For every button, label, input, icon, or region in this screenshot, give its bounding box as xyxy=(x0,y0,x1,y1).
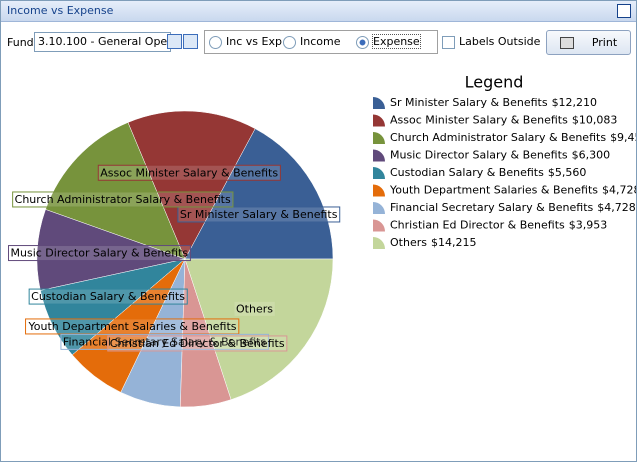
fund-label: Fund xyxy=(7,36,34,49)
legend-entry: Assoc Minister Salary & Benefits $10,083 xyxy=(390,114,617,127)
window-title: Income vs Expense xyxy=(7,4,114,17)
print-button[interactable]: Print xyxy=(546,30,631,55)
dropdown-button[interactable] xyxy=(167,34,182,49)
radio[interactable]: Income xyxy=(283,35,340,49)
legend-swatch xyxy=(373,237,385,249)
slice-label-box xyxy=(97,164,281,181)
legend-value: $5,560 xyxy=(548,166,587,179)
slice-label-box xyxy=(8,245,191,262)
legend-value: $9,450 xyxy=(610,131,636,144)
legend-entry: Custodian Salary & Benefits $5,560 xyxy=(390,166,586,179)
legend-name: Christian Ed Director & Benefits xyxy=(390,219,565,232)
chart: Legend Sr Minister Salary & Benefits Asso… xyxy=(8,73,636,408)
legend-swatch xyxy=(373,149,385,162)
slice-label: Youth Department Salaries & Benefits xyxy=(28,320,237,333)
legend-name: Youth Department Salaries & Benefits xyxy=(389,184,598,197)
legend-value: $3,953 xyxy=(569,219,608,232)
legend-name: Assoc Minister Salary & Benefits xyxy=(390,114,568,127)
radio-label: Income xyxy=(300,35,341,48)
legend-name: Financial Secretary Salary & Benefits xyxy=(390,201,594,214)
radio-group: Inc vs Exp Income Expense xyxy=(204,30,438,54)
legend-value: $6,300 xyxy=(572,149,611,162)
slice-label: Others xyxy=(236,302,273,315)
legend-value: $12,210 xyxy=(552,96,598,109)
slice-label: Assoc Minister Salary & Benefits xyxy=(100,166,278,179)
slice-label-box xyxy=(233,300,276,317)
radio[interactable]: Expense xyxy=(356,34,421,49)
slice-label: Financial Secretary Salary & Benefits xyxy=(63,335,267,348)
legend-swatch xyxy=(373,132,385,144)
legend-name: Church Administrator Salary & Benefits xyxy=(390,131,606,144)
fund-select[interactable]: 3.10.100 - General Opera xyxy=(34,32,171,52)
slice-label: Music Director Salary & Benefits xyxy=(11,247,189,260)
legend-value: $4,728 xyxy=(597,201,636,214)
clear-button[interactable] xyxy=(183,34,198,49)
pie-slice xyxy=(45,122,186,260)
legend-entry: Church Administrator Salary & Benefits $9… xyxy=(390,131,636,144)
legend-entry: Music Director Salary & Benefits $6,300 xyxy=(390,149,610,162)
legend-entry: Financial Secretary Salary & Benefits $4,… xyxy=(390,201,636,214)
legend-entry: Sr Minister Salary & Benefits $12,210 xyxy=(390,96,597,109)
legend-swatch xyxy=(373,167,385,179)
legend-name: Custodian Salary & Benefits xyxy=(390,166,544,179)
legend-value: $4,728 xyxy=(602,184,636,197)
slice-label-box xyxy=(12,191,234,208)
legend-name: Sr Minister Salary & Benefits xyxy=(390,96,548,109)
slice-label: Custodian Salary & Benefits xyxy=(31,290,185,303)
pie-slice xyxy=(184,128,334,260)
slice-label-box xyxy=(107,335,288,352)
slice-label: Church Administrator Salary & Benefits xyxy=(15,193,231,206)
legend-entry: Christian Ed Director & Benefits $3,953 xyxy=(390,219,607,232)
legend-name: Music Director Salary & Benefits xyxy=(390,149,568,162)
legend-swatch xyxy=(373,184,385,197)
slice-label-box xyxy=(177,206,341,223)
radio-label: Inc vs Exp xyxy=(226,35,282,48)
legend-swatch xyxy=(373,202,385,214)
print-label: Print xyxy=(591,36,618,49)
legend-value: $10,083 xyxy=(572,114,618,127)
legend-swatch xyxy=(373,114,385,127)
legend-swatch xyxy=(373,219,385,232)
checkbox-label: Labels Outside xyxy=(459,35,541,48)
checkbox[interactable]: Labels Outside xyxy=(442,35,540,49)
restore-button[interactable] xyxy=(617,4,631,18)
pie-slice xyxy=(127,110,256,260)
slice-label: Sr Minister Salary & Benefits xyxy=(180,208,338,221)
slice-label-box xyxy=(28,288,188,305)
legend-entry: Others $14,215 xyxy=(390,236,476,249)
legend-swatch xyxy=(373,97,385,109)
legend-title: Legend xyxy=(465,73,524,92)
slice-label-box xyxy=(60,333,269,350)
radio-label: Expense xyxy=(372,34,421,49)
title-bar: Income vs Expense xyxy=(1,1,636,22)
legend-value: $14,215 xyxy=(431,236,477,249)
legend-name: Others xyxy=(390,236,427,249)
legend-entry: Youth Department Salaries & Benefits $4,7… xyxy=(389,184,636,197)
pie-slice xyxy=(184,258,334,400)
slice-label: Christian Ed Director & Benefits xyxy=(110,337,285,350)
radio[interactable]: Inc vs Exp xyxy=(209,35,282,49)
